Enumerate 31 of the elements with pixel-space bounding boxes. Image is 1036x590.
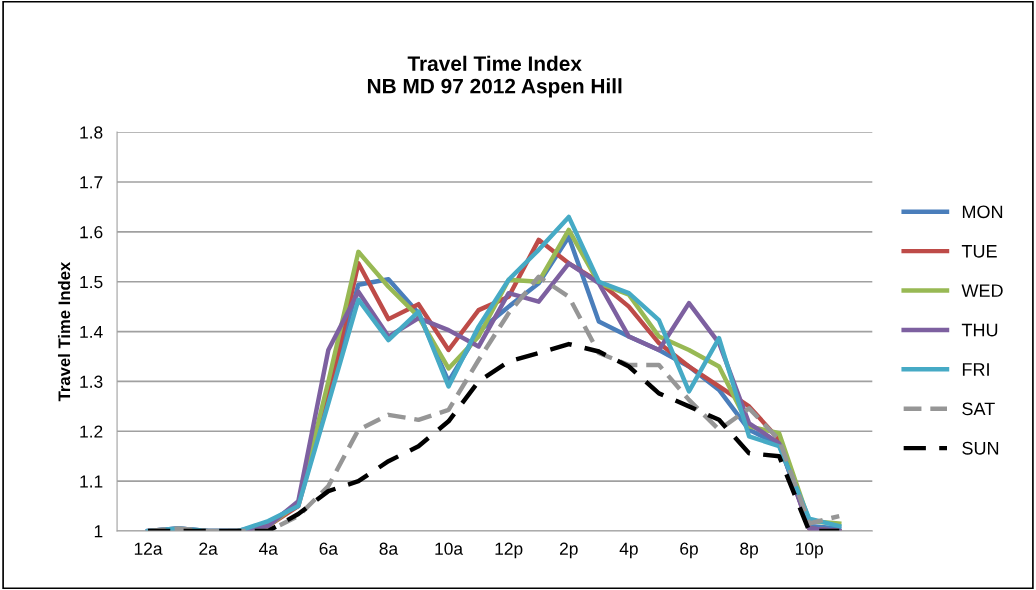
x-tick-label: 10a (435, 542, 464, 555)
legend-label: FRI (962, 363, 989, 376)
y-tick-label: 1.8 (80, 126, 103, 139)
x-tick-label: 12a (134, 542, 163, 555)
y-tick-label: 1.3 (80, 375, 103, 388)
x-tick-label: 4a (258, 542, 278, 555)
x-tick-label: 2a (199, 542, 218, 555)
x-tick-label: 10p (796, 542, 823, 559)
x-tick-label: 8a (379, 542, 399, 555)
x-tick-label: 6a (319, 542, 338, 555)
legend-label: TUE (961, 245, 997, 258)
y-tick-label: 1.2 (80, 425, 103, 438)
x-tick-label: 12p (495, 542, 523, 559)
y-tick-label: 1.1 (80, 475, 103, 488)
legend-label: SAT (962, 402, 995, 416)
chart-title: Travel Time Index NB MD 97 2012 Aspen Hill (367, 55, 622, 98)
x-tick-label: 4p (619, 542, 638, 559)
y-tick-label: 1 (94, 525, 103, 538)
x-tick-label: 6p (680, 542, 698, 559)
legend-label: THU (961, 323, 998, 337)
y-tick-label: 1.5 (80, 276, 103, 289)
x-tick-label: 8p (740, 542, 759, 559)
x-tick-label: 2p (559, 542, 578, 559)
legend-label: SUN (962, 441, 999, 455)
y-tick-label: 1.7 (80, 176, 103, 189)
y-tick-label: 1.6 (80, 226, 103, 239)
line-series (145, 341, 842, 531)
y-axis-title: Travel Time Index (57, 261, 71, 402)
legend-label: MON (962, 205, 1003, 219)
legend-label: WED (961, 284, 1003, 297)
y-tick-label: 1.4 (80, 325, 103, 338)
